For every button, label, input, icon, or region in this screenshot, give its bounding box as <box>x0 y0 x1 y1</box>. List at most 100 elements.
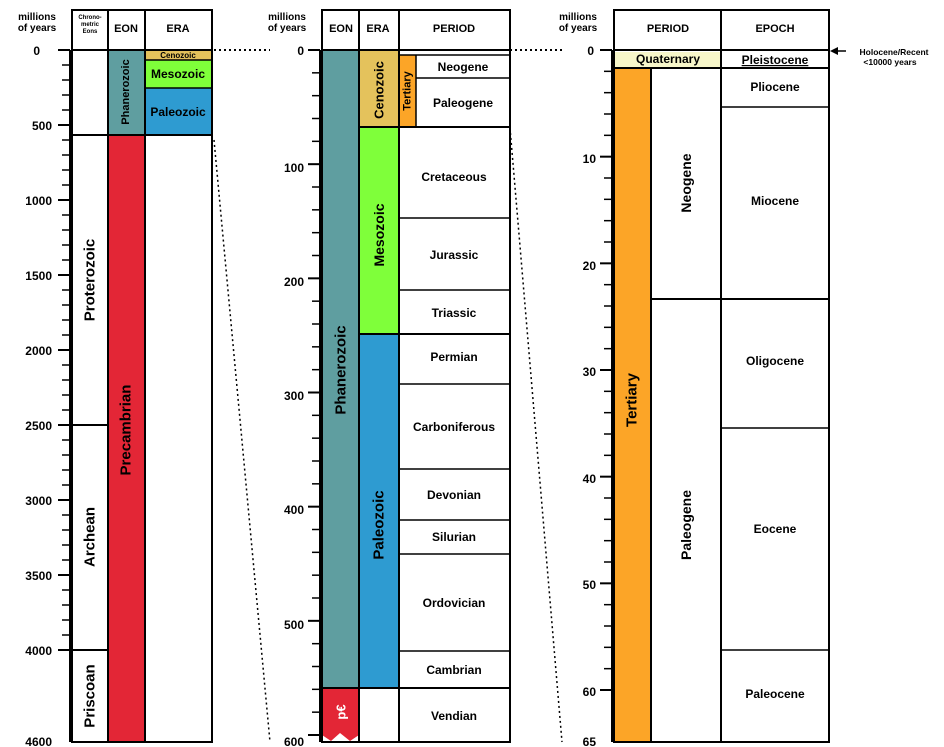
p2-tertiary-label: Tertiary <box>402 70 414 110</box>
p2-precambrian-label: p€ <box>334 704 349 719</box>
p3-tick-label: 60 <box>583 685 597 699</box>
p2-tick-label: 400 <box>284 503 304 517</box>
p2-myears-header-line2: of years <box>268 23 307 34</box>
p1-tick-label: 0 <box>33 44 40 58</box>
p2-precambrian-eon <box>322 688 359 741</box>
p3-epoch-header: EPOCH <box>755 23 794 35</box>
panel-full-history: millions of years Chrono- metric Eons EO… <box>18 9 213 747</box>
connector-p1-bottom <box>213 139 271 743</box>
p1-frame <box>71 9 213 743</box>
p1-tick-label: 1000 <box>25 194 52 208</box>
p2-cenozoic-label: Cenozoic <box>372 61 387 119</box>
p1-phanerozoic-label: Phanerozoic <box>120 59 132 124</box>
p3-epoch-pliocene: Pliocene <box>750 80 800 94</box>
p3-epoch-paleocene: Paleocene <box>745 687 805 701</box>
p3-epoch-miocene: Miocene <box>751 194 799 208</box>
p1-phanerozoic-eon <box>108 50 145 135</box>
p2-period-vendian: Vendian <box>431 709 477 723</box>
p3-myears-header-line1: millions <box>559 12 597 23</box>
p1-cenozoic-era <box>145 50 212 60</box>
p2-paleozoic-label: Paleozoic <box>371 490 388 559</box>
p3-quaternary-period <box>614 52 721 68</box>
p2-paleozoic-era <box>359 334 399 688</box>
arrow-left-icon <box>830 47 838 55</box>
p2-period-header: PERIOD <box>433 23 475 35</box>
p3-period-header: PERIOD <box>647 23 689 35</box>
panel-cenozoic: millions of years PERIOD EPOCH 0 10 20 3… <box>559 9 929 747</box>
p1-tick-label: 3500 <box>25 569 52 583</box>
p1-cenozoic-label: Cenozoic <box>160 51 196 60</box>
p1-myears-header-line2: of years <box>18 23 57 34</box>
panel-phanerozoic: millions of years EON ERA PERIOD 0 100 2… <box>268 9 511 747</box>
p3-myears-header-line2: of years <box>559 23 598 34</box>
p1-tick-label: 500 <box>32 119 52 133</box>
p3-tick-label: 30 <box>583 365 597 379</box>
p2-tick-label: 600 <box>284 735 304 747</box>
p1-archean-label: Archean <box>82 507 99 567</box>
p2-tick-label: 200 <box>284 275 304 289</box>
p1-tick-label: 2000 <box>25 344 52 358</box>
p3-tertiary-label: Tertiary <box>624 372 641 427</box>
p2-myears-header-line1: millions <box>268 12 306 23</box>
p3-tick-label: 65 <box>583 735 597 747</box>
p2-period-neogene: Neogene <box>438 60 489 74</box>
p3-tick-label: 20 <box>583 259 597 273</box>
p3-epoch-eocene: Eocene <box>754 522 797 536</box>
p1-chrono-header-line3: Eons <box>83 29 98 35</box>
p2-period-triassic: Triassic <box>432 306 477 320</box>
p2-period-devonian: Devonian <box>427 488 481 502</box>
p2-tick-label: 0 <box>297 44 304 58</box>
p2-tertiary-subera <box>399 55 416 127</box>
p3-tick-label: 50 <box>583 578 597 592</box>
p3-paleogene-label: Paleogene <box>678 490 694 560</box>
p2-tick-label: 500 <box>284 618 304 632</box>
p1-tick-label: 1500 <box>25 269 52 283</box>
p2-phanerozoic-label: Phanerozoic <box>333 325 350 414</box>
p2-period-jurassic: Jurassic <box>430 248 479 262</box>
p1-era-header: ERA <box>166 23 189 35</box>
p2-minor-ticks <box>308 49 320 736</box>
p3-tertiary-period <box>614 68 651 742</box>
p2-period-cambrian: Cambrian <box>426 663 481 677</box>
p2-period-cretaceous: Cretaceous <box>421 170 487 184</box>
p1-tick-label: 4600 <box>25 735 52 747</box>
p2-tick-label: 300 <box>284 389 304 403</box>
p1-precambrian-label: Precambrian <box>118 385 135 476</box>
p3-tick-label: 0 <box>587 44 594 58</box>
p2-period-carboniferous: Carboniferous <box>413 420 495 434</box>
p1-chrono-header-line2: metric <box>81 22 100 28</box>
p1-myears-header-line1: millions <box>18 12 56 23</box>
p3-neogene-label: Neogene <box>678 153 694 212</box>
p1-tick-label: 4000 <box>25 644 52 658</box>
p2-period-permian: Permian <box>430 350 477 364</box>
p1-mesozoic-label: Mesozoic <box>151 67 205 81</box>
p1-tick-label: 2500 <box>25 419 52 433</box>
p1-eon-header: EON <box>114 23 138 35</box>
p2-mesozoic-label: Mesozoic <box>371 203 387 266</box>
p2-tick-label: 100 <box>284 161 304 175</box>
holocene-note-line1: Holocene/Recent <box>860 47 929 57</box>
p3-tick-label: 40 <box>583 472 597 486</box>
p3-tick-label: 10 <box>583 152 597 166</box>
p2-period-ordovician: Ordovician <box>423 596 486 610</box>
p1-tick-label: 3000 <box>25 494 52 508</box>
p3-quaternary-label: Quaternary <box>636 52 700 66</box>
p1-proterozoic-label: Proterozoic <box>82 239 99 322</box>
holocene-note-line2: <10000 years <box>863 57 916 67</box>
p2-period-silurian: Silurian <box>432 530 476 544</box>
p2-period-paleogene: Paleogene <box>433 96 493 110</box>
p2-phanerozoic-eon <box>322 50 359 688</box>
connector-p2-bottom <box>509 127 563 743</box>
p2-mesozoic-era <box>359 127 399 334</box>
p3-epoch-pleistocene: Pleistocene <box>742 53 809 67</box>
p1-mesozoic-era <box>145 60 212 88</box>
p1-minor-ticks <box>58 49 70 651</box>
p3-minor-ticks <box>600 49 612 691</box>
p3-epoch-oligocene: Oligocene <box>746 354 804 368</box>
p2-era-header: ERA <box>366 23 389 35</box>
p1-priscoan-label: Priscoan <box>82 664 99 727</box>
p2-frame <box>321 9 511 743</box>
p1-precambrian-eon <box>108 135 145 742</box>
p2-eon-header: EON <box>329 23 353 35</box>
